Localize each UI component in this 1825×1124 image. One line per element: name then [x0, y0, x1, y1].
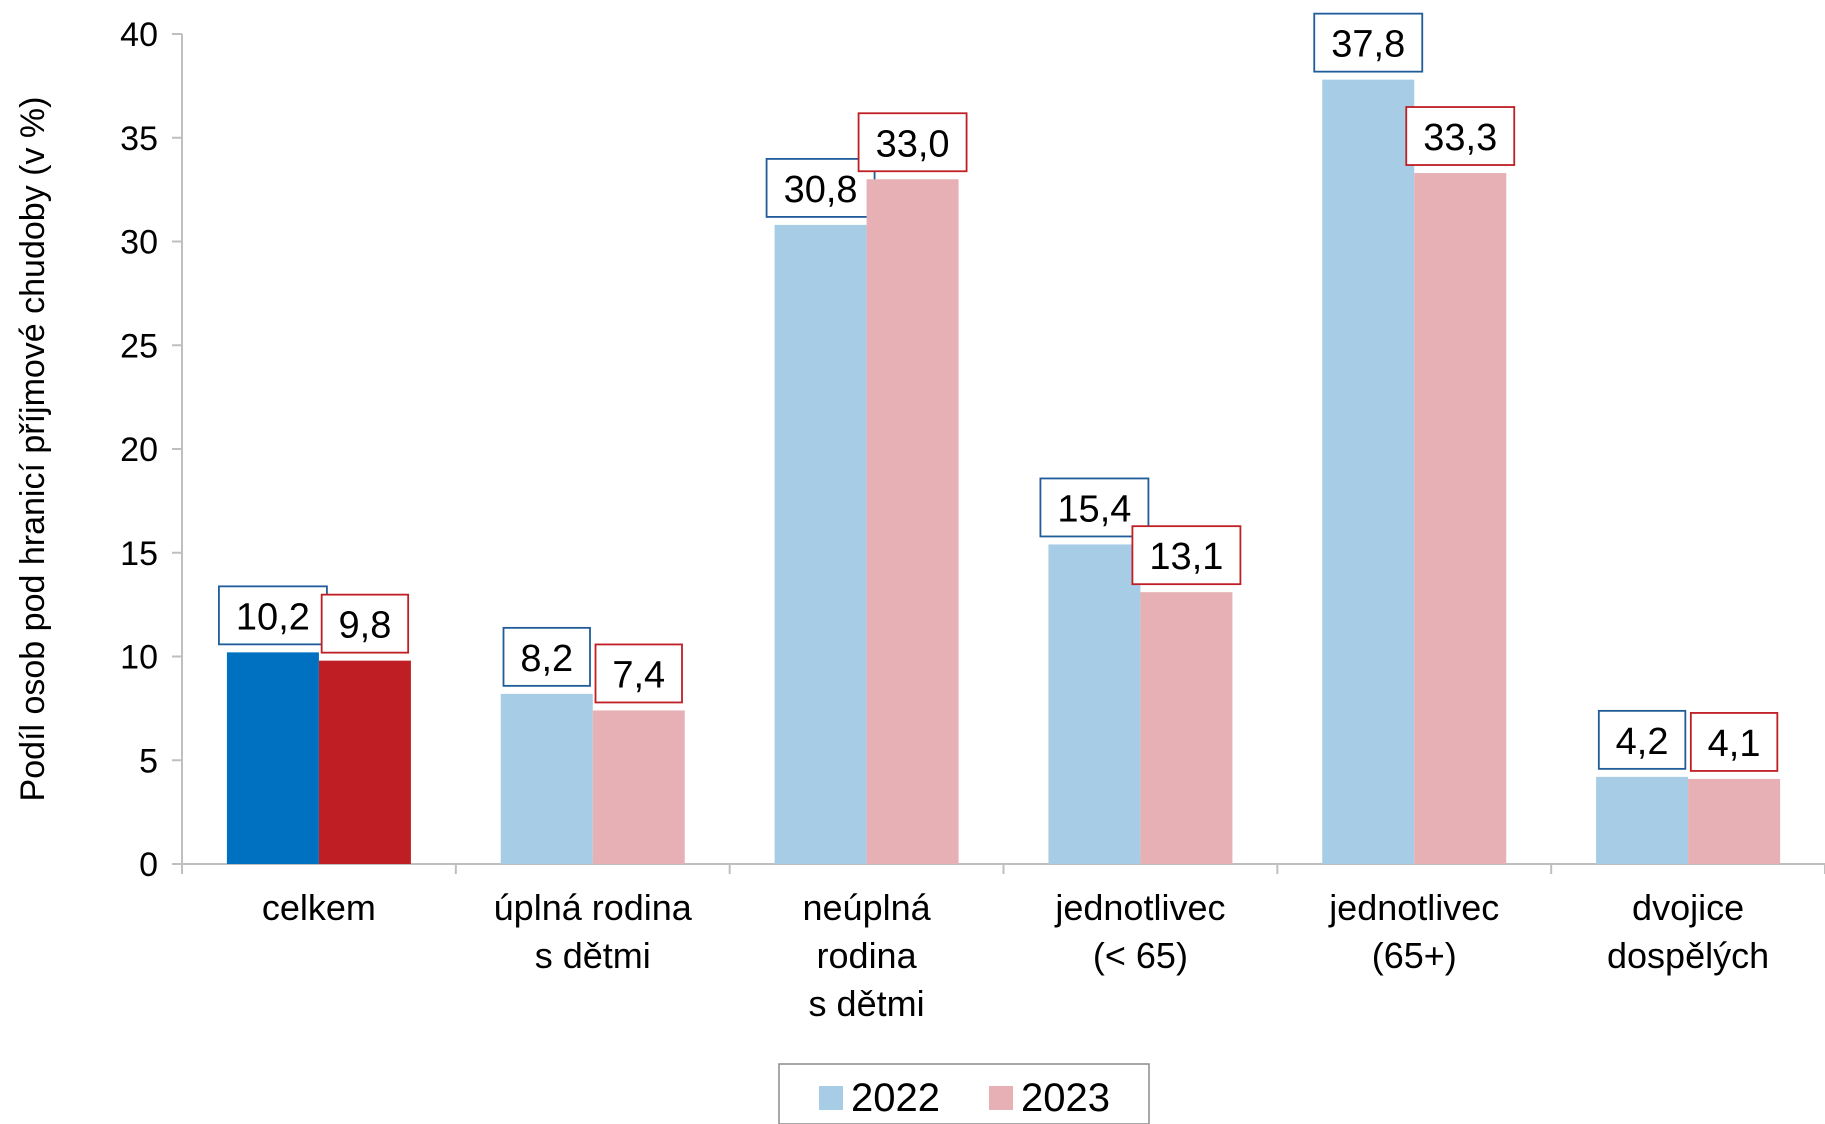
data-label-box: [594, 643, 683, 704]
legend-swatch: [989, 1086, 1013, 1110]
y-tick-label: 10: [120, 639, 158, 677]
data-label-box: [502, 626, 591, 687]
data-label: 33,0: [876, 123, 950, 165]
legend-label: 2023: [1021, 1076, 1110, 1120]
x-category-label: (< 65): [1093, 935, 1188, 976]
x-category-label: rodina: [817, 935, 918, 976]
x-category-label: celkem: [262, 887, 376, 928]
y-tick-label: 20: [120, 431, 158, 469]
data-label: 4,1: [1708, 723, 1761, 765]
legend-swatch: [819, 1086, 843, 1110]
data-label-box: [857, 112, 968, 173]
x-category-label: dvojice: [1632, 887, 1744, 928]
bar: [1140, 592, 1233, 864]
data-label-box: [1597, 709, 1687, 770]
bar: [1322, 79, 1415, 864]
x-category-label: úplná rodina: [494, 887, 693, 928]
x-category-label: dospělých: [1607, 935, 1769, 976]
bar: [1688, 778, 1781, 864]
y-tick-label: 15: [120, 535, 158, 573]
data-label: 13,1: [1149, 536, 1223, 578]
legend-label: 2022: [851, 1076, 940, 1120]
data-label: 30,8: [784, 169, 858, 211]
bar: [1414, 173, 1507, 864]
y-tick-label: 0: [139, 846, 158, 884]
y-axis-title: Podíl osob pod hranicí příjmové chudoby …: [14, 97, 52, 802]
data-label-box: [1689, 712, 1779, 772]
y-tick-label: 35: [120, 120, 158, 158]
bar: [592, 710, 685, 864]
data-label: 4,2: [1616, 721, 1669, 763]
y-tick-label: 30: [120, 224, 158, 262]
data-label: 33,3: [1423, 117, 1497, 159]
x-category-label: s dětmi: [535, 935, 651, 976]
y-tick-label: 40: [120, 16, 158, 54]
x-category-label: s dětmi: [809, 983, 925, 1024]
data-label-box: [1313, 12, 1424, 73]
data-label: 37,8: [1331, 24, 1405, 66]
x-category-label: (65+): [1372, 935, 1457, 976]
data-label-box: [1039, 477, 1150, 538]
data-label: 7,4: [612, 654, 665, 696]
bar: [226, 652, 319, 864]
data-label-box: [1131, 525, 1242, 586]
x-category-label: jednotlivec: [1054, 887, 1225, 928]
x-category-label: neúplná: [803, 887, 932, 928]
data-label-box: [218, 585, 328, 646]
data-label: 10,2: [236, 596, 310, 638]
y-tick-label: 25: [120, 327, 158, 365]
x-category-label: jednotlivec: [1328, 887, 1499, 928]
bar: [1048, 544, 1141, 864]
bar: [866, 179, 959, 864]
bar: [1596, 776, 1689, 864]
y-tick-label: 5: [139, 742, 158, 780]
data-label: 8,2: [520, 638, 573, 680]
bar: [318, 660, 411, 864]
data-label: 9,8: [339, 605, 392, 647]
bar: [500, 693, 593, 864]
data-label: 15,4: [1057, 488, 1131, 530]
bar: [774, 224, 867, 864]
data-label-box: [1405, 106, 1516, 166]
data-label-box: [320, 593, 410, 654]
